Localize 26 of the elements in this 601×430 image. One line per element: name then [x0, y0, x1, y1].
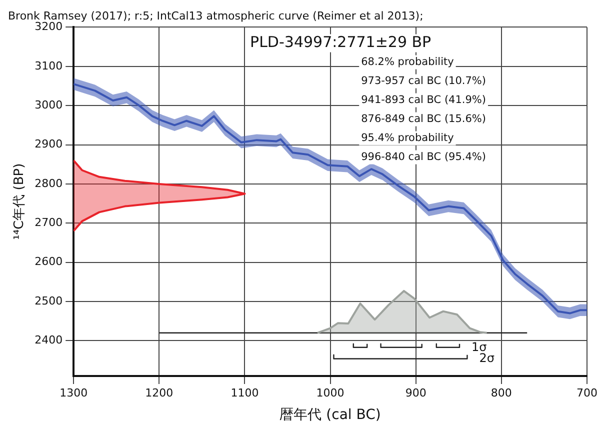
y-tick-label: 2600	[34, 255, 63, 268]
annotation: PLD-34997:2771±29 BP	[250, 33, 432, 52]
annotation: 68.2% probability	[361, 56, 454, 68]
x-tick-label: 800	[490, 386, 512, 400]
x-tick-label: 1200	[145, 386, 174, 400]
annotation: 876-849 cal BC (15.6%)	[361, 112, 486, 125]
chart-title: Bronk Ramsey (2017); r:5; IntCal13 atmospheric curve (Reimer et al 2013);	[8, 9, 424, 22]
y-tick-label: 3200	[34, 20, 63, 34]
y-tick-label: 2400	[34, 334, 63, 347]
y-tick-label: 2500	[34, 294, 63, 308]
y-tick-label: 3100	[34, 59, 63, 72]
y-axis-title: ¹⁴C年代 (BP)	[12, 163, 28, 240]
annotation: 941-893 cal BC (41.9%)	[361, 94, 486, 106]
annotation: 95.4% probability	[361, 132, 454, 144]
y-tick-label: 2800	[34, 176, 63, 190]
x-tick-label: 900	[405, 386, 426, 400]
x-tick-label: 1100	[230, 386, 259, 400]
y-tick-label: 3000	[34, 98, 63, 112]
x-axis-title: 暦年代 (cal BC)	[280, 407, 381, 424]
x-tick-label: 1300	[60, 386, 88, 400]
x-tick-label: 700	[576, 386, 598, 400]
annotation: 973-957 cal BC (10.7%)	[361, 74, 486, 87]
y-tick-label: 2900	[34, 138, 63, 151]
annotation: 996-840 cal BC (95.4%)	[361, 150, 486, 163]
x-tick-label: 1000	[316, 386, 344, 400]
y-tick-label: 2700	[34, 216, 63, 230]
